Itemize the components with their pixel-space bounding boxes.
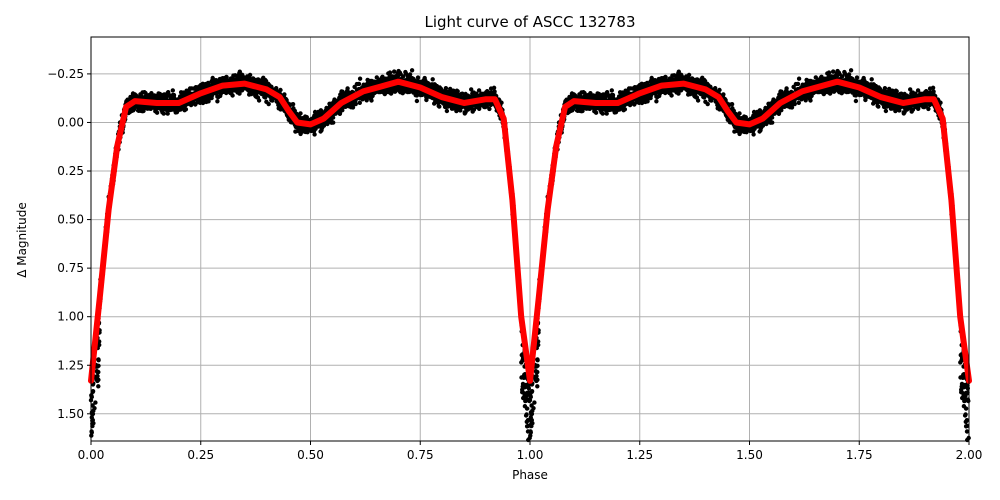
y-tick-label: −0.25 [47, 67, 84, 81]
x-tick-label: 1.25 [626, 448, 653, 462]
y-tick-label: 0.50 [57, 213, 84, 227]
x-tick-label: 0.75 [407, 448, 434, 462]
model-curve [88, 78, 972, 384]
x-tick-label: 1.00 [517, 448, 544, 462]
y-tick-label: 0.75 [57, 261, 84, 275]
x-tick-label: 1.50 [736, 448, 763, 462]
y-tick-label: 1.50 [57, 407, 84, 421]
x-tick-label: 2.00 [956, 448, 983, 462]
x-tick-label: 1.75 [846, 448, 873, 462]
x-tick-label: 0.50 [297, 448, 324, 462]
x-axis-label: Phase [512, 468, 548, 482]
y-axis-label: Δ Magnitude [15, 202, 29, 278]
y-tick-label: 0.25 [57, 164, 84, 178]
chart-title: Light curve of ASCC 132783 [424, 13, 636, 31]
y-tick-label: 1.00 [57, 310, 84, 324]
x-tick-label: 0.25 [187, 448, 214, 462]
y-tick-label: 0.00 [57, 115, 84, 129]
x-tick-label: 0.00 [78, 448, 105, 462]
y-tick-label: 1.25 [57, 358, 84, 372]
x-axis-ticks: 0.00 0.25 0.50 0.75 1.00 1.25 1.50 1.75 2.00 [78, 441, 983, 462]
y-axis-ticks: −0.25 0.00 0.25 0.50 0.75 1.00 1.25 1.50 [47, 67, 91, 421]
